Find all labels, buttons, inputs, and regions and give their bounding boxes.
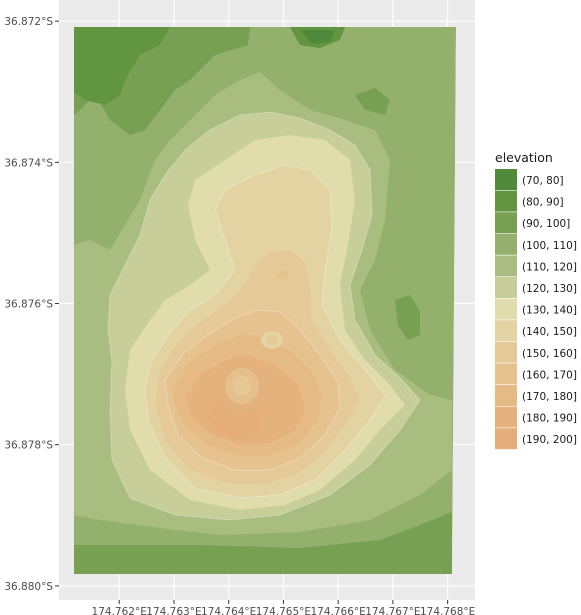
legend-label: (140, 150]: [522, 326, 577, 338]
y-tick-label: 36.874°S: [4, 157, 53, 169]
x-tick-label: 174.763°E: [146, 606, 201, 615]
y-tick-label: 36.878°S: [4, 440, 53, 452]
legend-label: (190, 200]: [522, 434, 577, 446]
legend-swatch: [495, 363, 517, 385]
contour-80-90-nw: [74, 27, 170, 105]
legend-label: (170, 180]: [522, 391, 577, 403]
legend-swatch: [495, 277, 517, 298]
legend-swatch: [495, 320, 517, 342]
x-tick-label: 174.768°E: [420, 606, 475, 615]
x-tick-label: 174.764°E: [201, 606, 256, 615]
elevation-map: [74, 27, 456, 574]
y-tick-label: 36.880°S: [4, 581, 53, 593]
x-tick-label: 174.762°E: [92, 606, 147, 615]
legend-label: (120, 130]: [522, 283, 577, 295]
legend-label: (150, 160]: [522, 348, 577, 360]
contour-lines: [107, 111, 421, 521]
legend-swatch: [495, 385, 517, 406]
legend-swatch: [495, 406, 517, 428]
peak-center-core: [266, 335, 278, 345]
legend-entries: (70, 80] (80, 90] (90, 100] (100, 110] (110,…: [495, 169, 577, 450]
legend-label: (160, 170]: [522, 369, 577, 381]
legend-swatch: [495, 233, 517, 255]
axes: 174.762°E 174.763°E 174.764°E 174.765°E 174.…: [4, 16, 475, 615]
contour-90-100-ne: [355, 88, 390, 115]
legend-swatch: [495, 255, 517, 277]
x-tick-label: 174.766°E: [311, 606, 366, 615]
legend-swatch: [495, 428, 517, 450]
legend-label: (180, 190]: [522, 413, 577, 425]
legend-label: (110, 120]: [522, 261, 577, 273]
legend-swatch: [495, 298, 517, 320]
legend-label: (80, 90]: [522, 197, 564, 209]
legend-label: (100, 110]: [522, 240, 577, 252]
legend-label: (90, 100]: [522, 218, 570, 230]
legend-label: (130, 140]: [522, 305, 577, 317]
legend-label: (70, 80]: [522, 175, 564, 187]
legend: elevation (70, 80] (80, 90] (90, 100] (100,…: [495, 150, 577, 450]
contour-90-100-south: [74, 512, 452, 574]
legend-swatch: [495, 169, 517, 190]
y-tick-label: 36.876°S: [4, 299, 53, 311]
contour-90-100-east: [395, 295, 420, 340]
legend-swatch: [495, 212, 517, 234]
x-tick-label: 174.767°E: [365, 606, 420, 615]
peak-core: [233, 376, 251, 396]
legend-title: elevation: [495, 150, 553, 165]
x-tick-label: 174.765°E: [256, 606, 311, 615]
y-tick-label: 36.872°S: [4, 16, 53, 28]
legend-swatch: [495, 190, 517, 212]
contour-70-80-top: [300, 30, 335, 44]
legend-swatch: [495, 341, 517, 363]
knoll-north-core: [276, 271, 288, 279]
